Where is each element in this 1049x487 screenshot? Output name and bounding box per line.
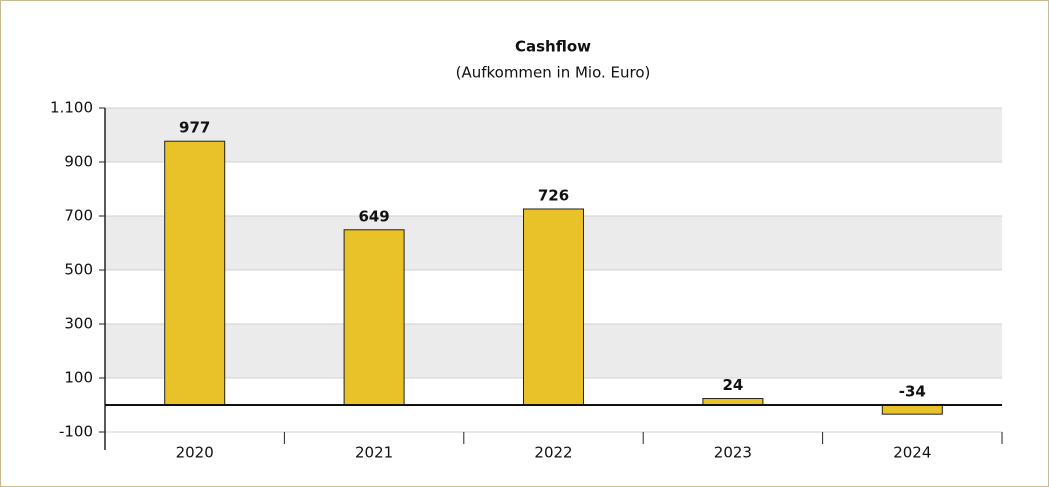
x-tick-label: 2020 — [176, 444, 214, 462]
data-label: 24 — [722, 376, 743, 394]
y-tick-label: 300 — [64, 315, 93, 333]
x-tick-label: 2023 — [714, 444, 752, 462]
bar — [164, 140, 226, 406]
data-label: 977 — [179, 119, 210, 137]
data-label: 649 — [358, 207, 389, 225]
grid-band — [105, 108, 1002, 162]
y-tick-label: 1.100 — [50, 99, 93, 117]
y-tick-label: 900 — [64, 153, 93, 171]
x-tick-label: 2024 — [893, 444, 931, 462]
x-tick-label: 2022 — [534, 444, 572, 462]
y-tick-label: -100 — [59, 423, 93, 441]
data-label: -34 — [899, 383, 926, 401]
bar — [343, 229, 405, 406]
chart-title: Cashflow — [515, 38, 591, 56]
plot-background — [105, 108, 1002, 378]
y-tick-label: 700 — [64, 207, 93, 225]
y-tick-label: 500 — [64, 261, 93, 279]
y-tick-label: 100 — [64, 369, 93, 387]
chart-subtitle: (Aufkommen in Mio. Euro) — [456, 64, 651, 82]
bar — [881, 404, 943, 415]
data-label: 726 — [538, 186, 569, 204]
bar — [523, 208, 584, 406]
x-tick-label: 2021 — [355, 444, 393, 462]
